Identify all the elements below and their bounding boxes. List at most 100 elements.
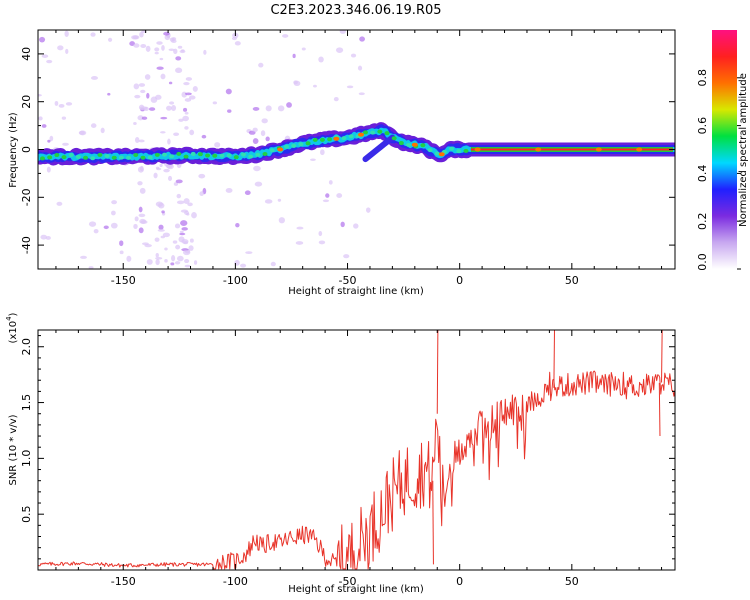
noise-speckle <box>155 253 159 258</box>
noise-speckle <box>148 107 156 111</box>
noise-speckle <box>253 165 261 172</box>
noise-speckle <box>107 92 111 96</box>
noise-speckle <box>139 106 148 111</box>
noise-speckle <box>155 166 160 170</box>
noise-speckle <box>38 116 43 121</box>
noise-speckle <box>252 127 258 133</box>
noise-speckle <box>160 116 168 120</box>
noise-speckle <box>336 193 343 199</box>
noise-speckle <box>318 240 326 245</box>
noise-speckle <box>61 116 67 120</box>
x-tick-label: -150 <box>111 274 136 287</box>
ridge-blob <box>262 151 268 156</box>
noise-speckle <box>41 124 47 128</box>
noise-speckle <box>358 92 365 96</box>
noise-speckle <box>40 234 48 240</box>
ridge-blob <box>240 152 246 157</box>
x-tick-label: -100 <box>223 575 248 588</box>
noise-speckle <box>137 166 144 173</box>
noise-speckle <box>57 45 64 51</box>
noise-speckle <box>180 209 189 213</box>
noise-speckle <box>350 53 357 58</box>
snr-exponent-close: ) <box>8 312 19 316</box>
noise-speckle <box>90 32 96 37</box>
noise-speckle <box>154 237 160 242</box>
x-tick-label: -150 <box>111 575 136 588</box>
noise-speckle <box>90 123 97 128</box>
noise-speckle <box>286 102 292 108</box>
noise-speckle <box>335 47 344 53</box>
noise-speckle <box>144 74 151 80</box>
noise-speckle <box>167 138 171 145</box>
noise-speckle <box>183 107 188 112</box>
ridge-hotspot <box>357 132 364 137</box>
x-tick-label: 0 <box>456 575 463 588</box>
snr-spike <box>661 330 663 383</box>
noise-speckle <box>139 187 146 194</box>
x-tick-label: 50 <box>565 575 579 588</box>
noise-speckle <box>260 130 266 137</box>
noise-speckle <box>340 221 345 228</box>
noise-speckle <box>198 173 206 179</box>
noise-speckle <box>171 255 176 262</box>
noise-speckle <box>159 57 164 61</box>
colorbar-label: Normalized spectral amplitude <box>738 73 749 227</box>
ridge-blob <box>312 137 318 142</box>
noise-speckle <box>58 103 65 108</box>
noise-speckle <box>320 149 325 156</box>
noise-speckle <box>318 56 324 63</box>
noise-speckle <box>164 247 168 251</box>
colorbar: 0.0 0.2 0.4 0.6 0.8 Normalized spectral ampl… <box>696 30 749 271</box>
snr-x-axis: -150 -100 -50 0 50 <box>55 330 663 588</box>
ridge-hotspot <box>411 142 418 147</box>
ridge-blob <box>327 137 333 142</box>
ridge-blob <box>449 146 455 151</box>
ridge-blob <box>305 141 311 146</box>
ridge-blob <box>341 136 347 141</box>
figure-title: C2E3.2023.346.06.19.R05 <box>270 3 441 18</box>
noise-speckle <box>184 98 192 102</box>
colorbar-tick-label: 0.2 <box>696 212 709 230</box>
ridge-blob <box>427 148 433 153</box>
noise-speckle <box>168 81 173 85</box>
snr-y-axis: 0.5 1.0 1.5 2.0 <box>20 335 675 560</box>
ridge-blob <box>140 155 146 160</box>
spectrogram-y-label: Frequency (Hz) <box>8 112 19 188</box>
noise-speckle <box>183 249 191 256</box>
snr-spike <box>553 330 555 388</box>
noise-speckle <box>111 210 116 216</box>
ridge-blob <box>154 152 160 157</box>
noise-speckle <box>199 191 204 197</box>
y-tick-label: 2.0 <box>20 338 33 356</box>
noise-speckle <box>295 241 304 245</box>
y-tick-label: -40 <box>20 236 33 254</box>
noise-speckle <box>171 104 177 112</box>
noise-speckle <box>258 62 264 68</box>
ridge-hotspot <box>535 147 542 152</box>
noise-speckle <box>41 54 49 58</box>
ridge-blob <box>348 134 354 139</box>
noise-speckle <box>134 216 139 222</box>
x-tick-label: -50 <box>339 575 357 588</box>
noise-speckle <box>140 89 146 94</box>
svg-text:(x104): (x104) <box>5 312 19 343</box>
ridge-blob <box>463 148 469 153</box>
noise-speckle <box>201 134 207 139</box>
noise-speckle <box>179 230 184 234</box>
noise-speckle <box>277 198 282 202</box>
noise-speckle <box>159 163 163 168</box>
noise-speckle <box>192 85 198 92</box>
noise-speckle <box>158 202 165 209</box>
noise-speckle <box>244 190 251 196</box>
noise-speckle <box>184 92 192 96</box>
noise-speckle <box>343 254 350 259</box>
noise-speckle <box>254 181 263 187</box>
noise-speckle <box>177 45 183 49</box>
noise-speckle <box>181 49 185 52</box>
noise-speckle <box>346 85 354 89</box>
ridge-blob <box>162 152 168 157</box>
noise-speckle <box>180 220 188 226</box>
ridge-hotspot <box>636 147 643 152</box>
noise-speckle <box>165 163 173 169</box>
ridge-blob <box>169 154 175 159</box>
